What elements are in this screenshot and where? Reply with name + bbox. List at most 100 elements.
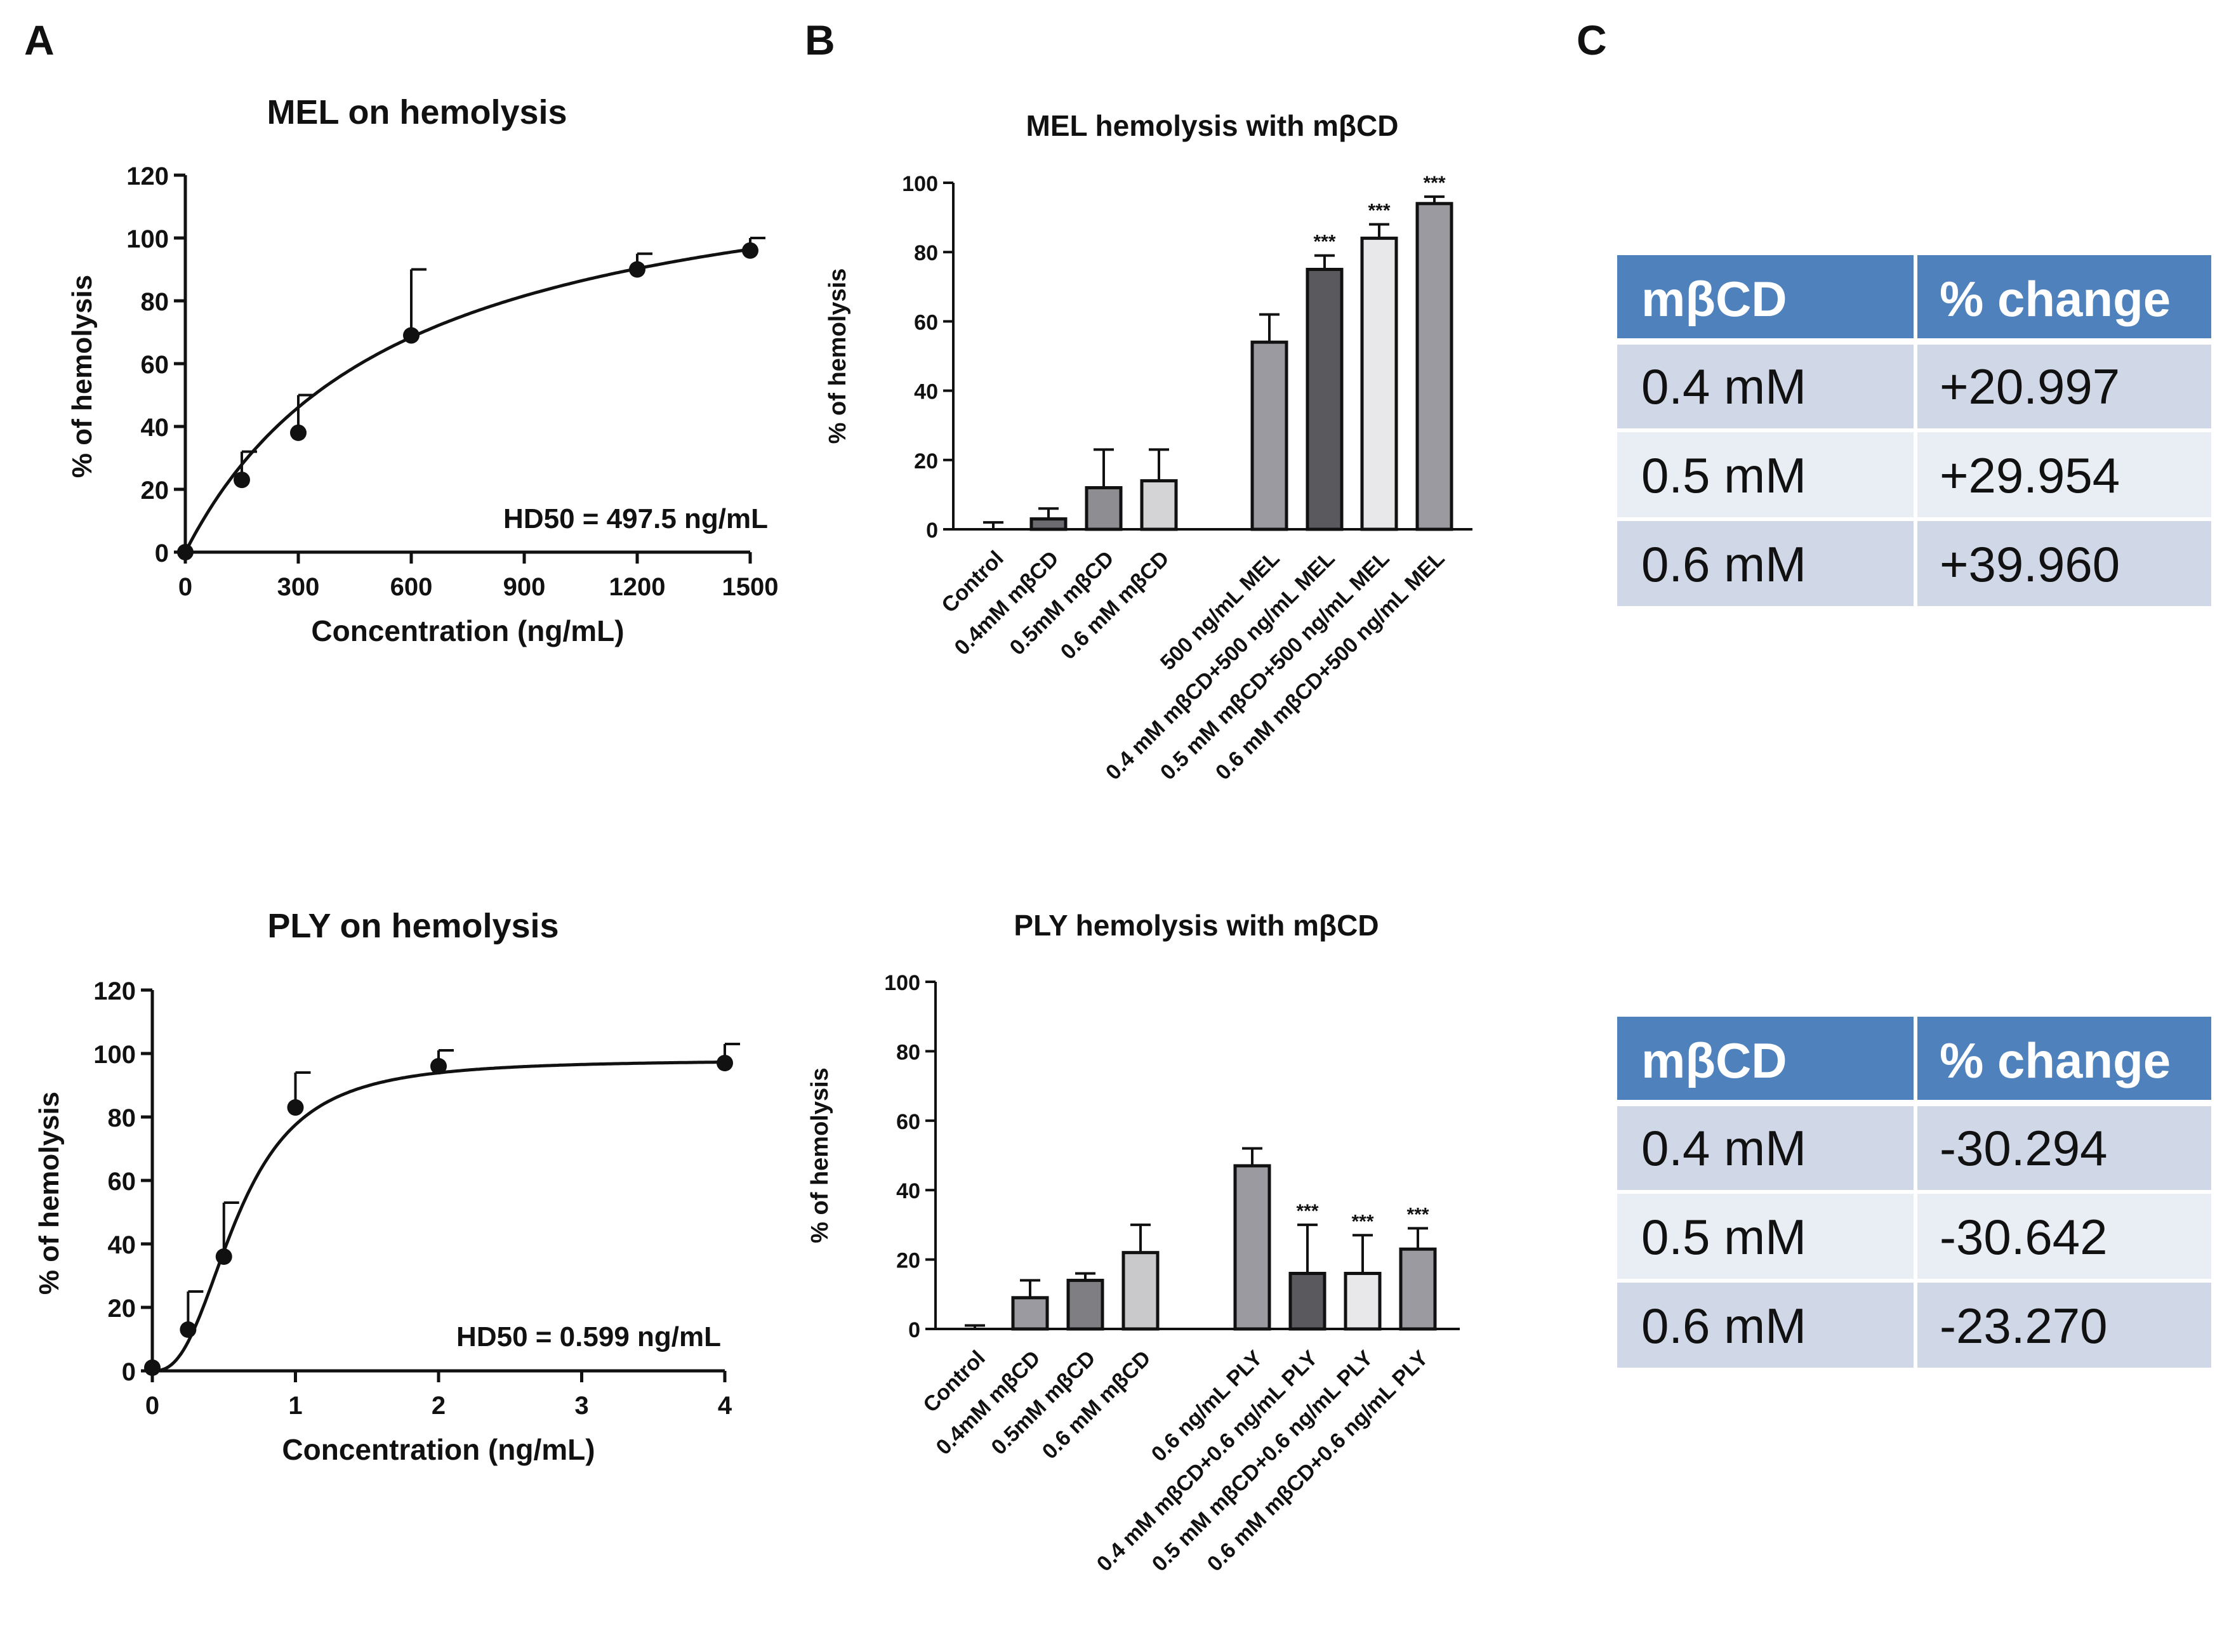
chart-title: PLY on hemolysis — [267, 907, 559, 945]
y-axis-title: % of hemolysis — [67, 275, 98, 478]
data-point — [177, 544, 194, 560]
data-point — [215, 1248, 232, 1265]
significance-marker: *** — [1368, 201, 1390, 221]
data-point — [234, 472, 250, 489]
x-tick-label: 0 — [178, 573, 192, 601]
x-tick-label: 1 — [288, 1392, 302, 1420]
y-tick-label: 40 — [896, 1179, 920, 1203]
x-tick-label: 300 — [277, 573, 320, 601]
y-tick-label: 60 — [914, 310, 938, 334]
x-tick-label: 1500 — [722, 573, 779, 601]
y-tick-label: 40 — [914, 380, 938, 404]
table-cell: -30.294 — [1940, 1120, 2108, 1176]
x-tick-label: 2 — [432, 1392, 446, 1420]
y-tick-label: 80 — [108, 1104, 136, 1132]
y-tick-label: 20 — [141, 477, 169, 505]
significance-marker: *** — [1423, 173, 1445, 194]
table-header-cell: mβCD — [1641, 271, 1787, 327]
y-tick-label: 0 — [908, 1318, 920, 1342]
y-tick-label: 100 — [126, 225, 169, 253]
chart-title: MEL hemolysis with mβCD — [1026, 109, 1399, 142]
data-point — [287, 1099, 304, 1116]
chart-title: MEL on hemolysis — [267, 93, 567, 131]
bar — [1360, 236, 1398, 531]
data-point — [629, 261, 645, 278]
bar — [1121, 1251, 1160, 1331]
data-point — [430, 1058, 447, 1074]
y-tick-label: 20 — [108, 1295, 136, 1323]
x-tick-label: 3 — [574, 1392, 588, 1420]
panel-label-c: C — [1577, 17, 1607, 63]
bar — [1140, 479, 1178, 531]
y-tick-label: 120 — [126, 162, 169, 190]
x-tick-label: 4 — [718, 1392, 732, 1420]
hd50-annotation: HD50 = 497.5 ng/mL — [503, 503, 768, 534]
y-tick-label: 0 — [926, 519, 938, 543]
y-axis-title: % of hemolysis — [807, 1067, 833, 1243]
data-point — [290, 424, 307, 441]
table-cell: 0.4 mM — [1641, 359, 1806, 414]
bar — [1250, 340, 1288, 531]
y-tick-label: 0 — [122, 1358, 136, 1386]
y-tick-label: 120 — [93, 977, 136, 1005]
x-tick-label: 900 — [503, 573, 546, 601]
y-tick-label: 60 — [141, 351, 169, 379]
table-cell: 0.6 mM — [1641, 1298, 1806, 1354]
table-header-cell: % change — [1940, 1033, 2171, 1088]
y-tick-label: 100 — [902, 172, 938, 196]
ply-mbcd-bar-chart: PLY hemolysis with mβCD 0 20 40 60 80 100 % of … — [807, 909, 1460, 1576]
y-tick-label: 40 — [108, 1231, 136, 1259]
y-tick-label: 80 — [914, 241, 938, 265]
table-cell: 0.5 mM — [1641, 447, 1806, 503]
data-point — [717, 1055, 733, 1071]
bar — [1288, 1271, 1326, 1331]
data-point — [403, 327, 420, 344]
x-category-label: 0.5 mM mβCD+500 ng/mL MEL — [1156, 546, 1394, 785]
panel-label-b: B — [805, 17, 835, 63]
y-tick-label: 40 — [141, 414, 169, 442]
table-cell: +29.954 — [1940, 447, 2120, 503]
ply-percent-change-table: mβCD % change 0.4 mM -30.294 0.5 mM -30.642 0.… — [1617, 1017, 2211, 1371]
y-tick-label: 100 — [93, 1041, 136, 1069]
x-tick-label: 0 — [145, 1392, 159, 1420]
data-point — [742, 242, 758, 259]
x-tick-label: 600 — [390, 573, 433, 601]
table-cell: 0.4 mM — [1641, 1120, 1806, 1176]
bar — [1415, 202, 1453, 531]
significance-marker: *** — [1313, 232, 1335, 253]
panel-label-a: A — [24, 17, 55, 63]
y-tick-label: 100 — [884, 971, 920, 995]
y-tick-label: 80 — [141, 288, 169, 316]
table-cell: 0.6 mM — [1641, 536, 1806, 592]
y-tick-label: 20 — [896, 1249, 920, 1273]
y-tick-label: 60 — [108, 1168, 136, 1196]
data-point — [144, 1359, 161, 1376]
x-axis-title: Concentration (ng/mL) — [282, 1433, 595, 1466]
significance-marker: *** — [1296, 1201, 1318, 1222]
bar — [1306, 268, 1344, 531]
significance-marker: *** — [1351, 1211, 1373, 1232]
bar — [1029, 517, 1068, 531]
chart-title: PLY hemolysis with mβCD — [1014, 909, 1379, 942]
bar — [1085, 486, 1123, 531]
ply-dose-response-chart: PLY on hemolysis 0 20 40 60 80 100 120 0 1 2 3 4 Conc… — [34, 907, 740, 1466]
y-axis-title: % of hemolysis — [34, 1092, 65, 1295]
significance-marker: *** — [1406, 1204, 1429, 1225]
bar — [1233, 1164, 1271, 1331]
fit-curve — [183, 248, 751, 553]
y-tick-label: 80 — [896, 1040, 920, 1064]
mel-percent-change-table: mβCD % change 0.4 mM +20.997 0.5 mM +29.954 0.… — [1617, 255, 2211, 610]
y-tick-label: 0 — [155, 539, 169, 567]
bar — [1011, 1296, 1049, 1331]
table-header-cell: % change — [1940, 271, 2171, 327]
table-cell: -30.642 — [1940, 1209, 2108, 1265]
table-header-cell: mβCD — [1641, 1033, 1787, 1088]
y-tick-label: 60 — [896, 1110, 920, 1134]
y-axis-title: % of hemolysis — [824, 268, 851, 444]
x-tick-label: 1200 — [609, 573, 666, 601]
table-cell: +39.960 — [1940, 536, 2120, 592]
table-cell: 0.5 mM — [1641, 1209, 1806, 1265]
bar — [1399, 1247, 1437, 1331]
